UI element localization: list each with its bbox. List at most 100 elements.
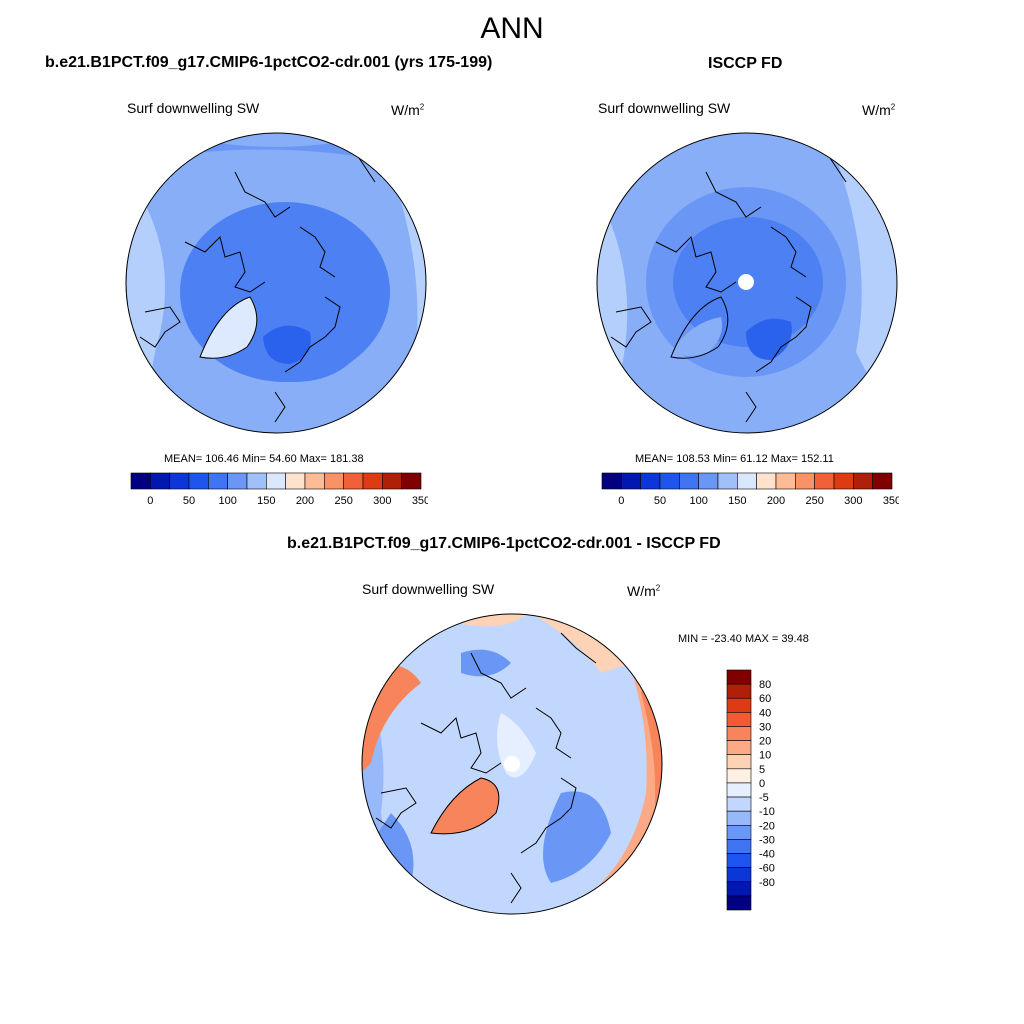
diff-stats: MIN = -23.40 MAX = 39.48 <box>678 633 809 645</box>
diff-colorbar-box <box>726 839 752 854</box>
obs-stats: MEAN= 108.53 Min= 61.12 Max= 152.11 <box>635 453 834 465</box>
diff-colorbar-label: 80 <box>759 679 771 691</box>
obs-colorbar-box <box>756 472 777 490</box>
diff-map-border <box>361 613 663 915</box>
model-colorbar-box <box>246 472 267 490</box>
diff-panel-title: b.e21.B1PCT.f09_g17.CMIP6-1pctCO2-cdr.00… <box>287 535 721 552</box>
diff-colorbar-box <box>726 824 752 840</box>
model-field-region <box>200 297 257 359</box>
model-colorbar-box <box>401 472 422 490</box>
obs-colorbar-box <box>601 472 622 490</box>
model-colorbar-label: 150 <box>257 495 275 507</box>
diff-colorbar-box <box>726 796 752 812</box>
model-colorbar-label: 250 <box>334 495 352 507</box>
diff-field-region <box>371 813 414 883</box>
obs-map-border <box>596 132 898 434</box>
obs-colorbar-label: 0 <box>618 495 624 507</box>
obs-field-region <box>746 318 792 360</box>
obs-colorbar-label: 150 <box>728 495 746 507</box>
model-colorbar-box <box>150 472 170 490</box>
model-colorbar-box <box>285 472 306 490</box>
diff-colorbar-label: 0 <box>759 778 765 790</box>
obs-panel-title: ISCCP FD <box>708 55 783 72</box>
diff-colorbar-box <box>726 669 752 685</box>
model-colorbar-label: 200 <box>296 495 314 507</box>
diff-coastlines <box>375 632 597 904</box>
diff-colorbar-box <box>726 740 752 756</box>
model-colorbar-box <box>208 472 228 490</box>
obs-colorbar-box <box>872 472 893 490</box>
obs-colorbar-box <box>698 472 719 490</box>
diff-colorbar-box <box>726 712 752 727</box>
diff-colorbar-box <box>726 881 752 897</box>
model-stats: MEAN= 106.46 Min= 54.60 Max= 181.38 <box>164 453 364 465</box>
figure-title: ANN <box>480 12 544 45</box>
model-colorbar-label: 300 <box>373 495 391 507</box>
diff-colorbar-box <box>726 810 752 826</box>
obs-coastlines <box>610 151 847 423</box>
obs-colorbar-box <box>853 472 873 490</box>
diff-units-label: W/m2 <box>627 583 661 599</box>
model-colorbar-label: 50 <box>183 495 195 507</box>
obs-colorbar-box <box>679 472 699 490</box>
obs-colorbar-box <box>621 472 641 490</box>
diff-colorbar-box <box>726 853 752 868</box>
obs-field-region <box>671 317 723 356</box>
obs-colorbar: 0 50 100 150 200 250 300 350 <box>601 472 899 507</box>
obs-polar-map <box>596 132 898 434</box>
diff-colorbar-box <box>726 782 752 798</box>
model-colorbar-label: 350 <box>412 495 428 507</box>
obs-units-label: W/m2 <box>862 102 896 118</box>
obs-colorbar-box <box>775 472 796 490</box>
model-panel-title: b.e21.B1PCT.f09_g17.CMIP6-1pctCO2-cdr.00… <box>45 54 493 71</box>
obs-colorbar-box <box>659 472 680 490</box>
model-colorbar-box <box>227 472 248 490</box>
model-colorbar-box <box>343 472 364 490</box>
obs-colorbar-box <box>717 472 738 490</box>
obs-colorbar-label: 250 <box>805 495 823 507</box>
diff-colorbar-label: 60 <box>759 693 771 705</box>
diff-variable-label: Surf downwelling SW <box>362 581 495 597</box>
model-colorbar: 0 50 100 150 200 250 300 350 <box>130 472 428 507</box>
model-units-label: W/m2 <box>391 102 425 118</box>
diff-colorbar-label: 5 <box>759 764 765 776</box>
obs-colorbar-box <box>814 472 835 490</box>
diff-field-region <box>461 649 511 677</box>
obs-colorbar-box <box>795 472 815 490</box>
diff-colorbar-box <box>726 867 752 883</box>
obs-colorbar-label: 300 <box>844 495 862 507</box>
diff-field-region <box>561 614 662 914</box>
diff-colorbar-box <box>726 697 752 713</box>
obs-colorbar-label: 100 <box>689 495 707 507</box>
diff-colorbar-label: 10 <box>759 750 771 762</box>
model-colorbar-box <box>304 472 325 490</box>
model-colorbar-box <box>188 472 209 490</box>
diff-colorbar-box <box>726 683 752 699</box>
obs-colorbar-label: 350 <box>883 495 899 507</box>
model-colorbar-box <box>266 472 286 490</box>
diff-colorbar-label: -5 <box>759 792 769 804</box>
obs-colorbar-box <box>833 472 854 490</box>
model-variable-label: Surf downwelling SW <box>127 100 260 116</box>
model-colorbar-box <box>324 472 344 490</box>
model-colorbar-box <box>362 472 383 490</box>
diff-colorbar-box <box>726 895 752 911</box>
diff-field-region <box>431 778 499 834</box>
diff-colorbar-label: -80 <box>759 877 775 889</box>
diff-colorbar-label: -30 <box>759 834 775 846</box>
model-colorbar-box <box>169 472 190 490</box>
diff-colorbar: 80 60 40 30 20 10 5 0 -5 -10 -20 -30 -40 -60 -80 <box>726 669 775 911</box>
model-colorbar-label: 0 <box>147 495 153 507</box>
diff-colorbar-label: -40 <box>759 849 775 861</box>
model-map-border <box>125 132 427 434</box>
diff-colorbar-label: 20 <box>759 736 771 748</box>
diff-colorbar-label: 30 <box>759 721 771 733</box>
model-colorbar-label: 100 <box>218 495 236 507</box>
obs-colorbar-box <box>737 472 757 490</box>
model-colorbar-box <box>382 472 402 490</box>
diff-colorbar-label: -60 <box>759 863 775 875</box>
model-colorbar-box <box>130 472 151 490</box>
diff-colorbar-label: -20 <box>759 820 775 832</box>
model-field-region <box>263 325 311 364</box>
diff-polar-map <box>361 613 663 915</box>
